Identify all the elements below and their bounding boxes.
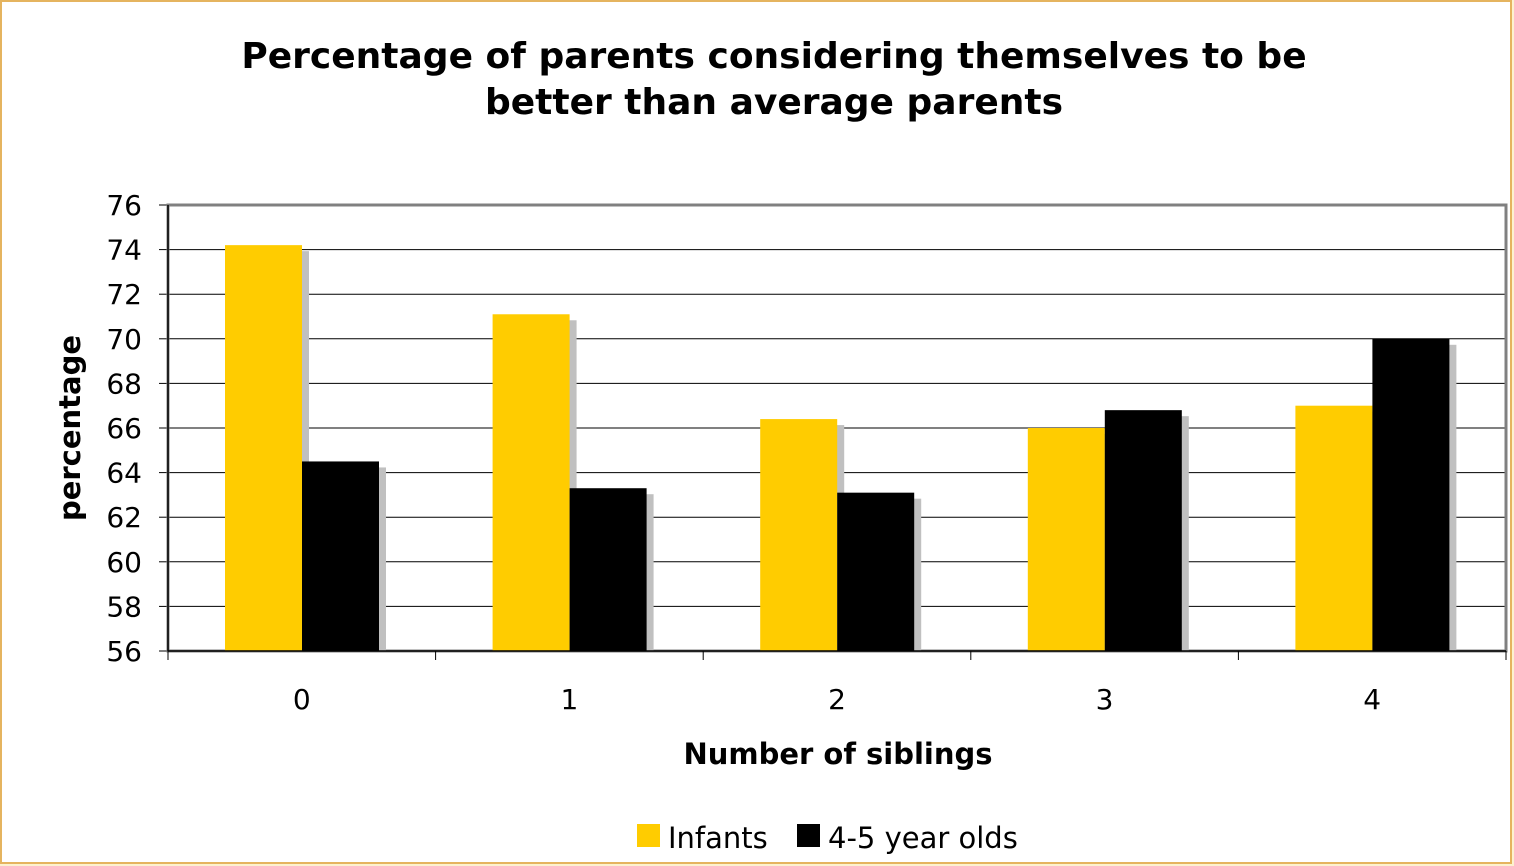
y-tick-label: 64 [106,457,142,490]
y-tick-label: 66 [106,412,142,445]
bar-4-5-year-olds [1372,338,1450,651]
x-tick-label: 4 [1363,683,1381,716]
plot-area: 56 58 60 62 64 66 68 70 72 74 76 0 1 2 3 4 [106,189,1508,716]
legend-swatch [797,824,820,847]
chart-title-line-1: Percentage of parents considering themse… [241,36,1306,77]
x-tick-label: 2 [828,683,846,716]
bar-infants [1295,405,1373,651]
y-tick-label: 76 [106,189,142,222]
y-tick-label: 58 [106,590,142,623]
bar-4-5-year-olds [1104,410,1182,651]
bar-4-5-year-olds [837,492,915,651]
y-tick-label: 72 [106,278,142,311]
y-tick-label: 56 [106,635,142,668]
y-tick-label: 62 [106,501,142,534]
y-tick-label: 68 [106,367,142,400]
y-tick-label: 74 [106,234,142,267]
bar-infants [1027,428,1105,651]
bar-4-5-year-olds [302,461,379,651]
legend-label: Infants [668,821,768,855]
chart-title-line-2: better than average parents [485,82,1063,123]
x-tick-label: 0 [293,683,311,716]
bar-infants [492,314,570,651]
y-axis-title: percentage [53,335,87,521]
legend-swatch [637,824,660,847]
bar-infants [225,245,302,651]
legend-label: 4-5 year olds [828,821,1018,855]
x-axis-title: Number of siblings [683,737,992,771]
bar-4-5-year-olds [569,488,647,651]
y-tick-label: 70 [106,323,142,356]
bar-infants [760,419,838,651]
legend: Infants 4-5 year olds [637,821,1018,855]
x-tick-label: 1 [560,683,578,716]
y-tick-label: 60 [106,546,142,579]
x-tick-label: 3 [1096,683,1114,716]
